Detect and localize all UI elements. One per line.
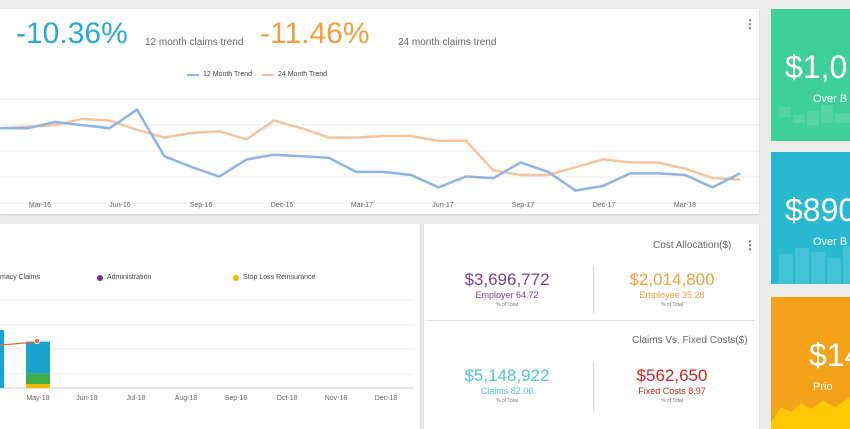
bar-x-tick-label: Nov-18 (325, 395, 348, 402)
series-24-month-line (0, 117, 741, 181)
fixed-value: $562,650 (636, 366, 708, 385)
legend-24-label: 24 Month Trend (278, 71, 328, 78)
kpi-employer: $3,696,772 Employer 64.72 % of Total (432, 270, 582, 308)
legend-12-label: 12 Month Trend (203, 71, 253, 78)
bar-x-tick-label: May-18 (26, 395, 49, 402)
monthly-bar-chart: May-18 Jun-18 Jul-18 Aug-18 Sep-18 Oct-18 Nov-… (0, 299, 414, 402)
kpi-claims: $5,148,922 Claims 82.06 % of Total (432, 366, 582, 404)
tile-2-sparkline (779, 246, 850, 284)
trend-x-tick-label: Jun-16 (109, 202, 131, 209)
kpi-fixed-costs: $562,650 Fixed Costs 8.97 % of Total (597, 366, 747, 404)
tile-1-label: Over B (813, 93, 848, 105)
cost-allocation-card: Cost Allocation($) ⋮ $3,696,772 Employer… (424, 224, 759, 429)
bar-x-tick-label: Oct-18 (276, 395, 297, 402)
tile-1-sparkline (779, 105, 850, 125)
employer-pct-of-total: % of Total (496, 302, 518, 308)
employer-value: $3,696,772 (464, 270, 550, 289)
kpi-employee: $2,014,800 Employee 35.28 % of Total (597, 270, 747, 308)
trend-x-tick-label: Mar-18 (674, 202, 696, 209)
claims-vs-fixed-title: Claims Vs. Fixed Costs($) (632, 335, 748, 346)
trend-x-tick-label: Jun-17 (432, 202, 454, 209)
legend-stop-loss-label: Stop Loss Reinsurance (243, 274, 316, 281)
employee-pct-of-total: % of Total (661, 302, 683, 308)
legend-stop-loss: Stop Loss Reinsurance (233, 274, 315, 281)
pct-12-month-label: 12 month claims trend (145, 37, 244, 48)
series-12-month-line (0, 107, 741, 192)
employee-value: $2,014,800 (629, 270, 715, 289)
legend-12-swatch (187, 73, 199, 76)
tile-over-budget-1[interactable]: $1,0 Over B (771, 9, 850, 141)
fixed-pct-of-total: % of Total (661, 398, 683, 404)
legend-administration: Administration (97, 274, 151, 281)
trend-overlay-point (34, 338, 40, 344)
claims-value: $5,148,922 (464, 366, 550, 385)
bar-x-tick-label: Aug-18 (175, 395, 198, 402)
trend-x-tick-label: Mar-17 (351, 202, 373, 209)
bar-x-tick-label: Jun-18 (76, 395, 98, 402)
tile-2-label: Over B (813, 236, 848, 248)
trend-x-tick-label: Sep-16 (190, 202, 213, 209)
claims-pct-of-total: % of Total (496, 398, 518, 404)
tile-priority[interactable]: $14 Prio (771, 297, 850, 429)
employer-label: Employer 64.72 (475, 290, 539, 300)
bar-x-tick-label: Dec-18 (375, 395, 398, 402)
tile-3-label: Prio (813, 381, 833, 393)
claims-trend-card: -10.36% 12 month claims trend -11.46% 24… (0, 9, 759, 214)
cost-allocation-title: Cost Allocation($) (653, 240, 732, 251)
legend-12-month: 12 Month Trend (187, 71, 252, 78)
tile-2-value: $890 (785, 192, 850, 228)
legend-stop-loss-dot (233, 274, 239, 281)
tile-over-budget-2[interactable]: $890 Over B (771, 152, 850, 284)
legend-24-month: 24 Month Trend (262, 71, 327, 78)
pct-24-month: -11.46% (260, 17, 370, 50)
legend-administration-dot (97, 274, 103, 281)
trend-x-tick-label: Dec-16 (271, 202, 294, 209)
claims-label: Claims 82.06 (480, 386, 534, 396)
legend-pharmacy-label: macy Claims (0, 274, 41, 281)
trend-x-tick-label: Mar-16 (29, 202, 51, 209)
tile-3-sparkline (771, 397, 850, 429)
trend-overlay-line (0, 341, 38, 346)
trend-menu-icon[interactable]: ⋮ (744, 17, 756, 31)
tile-3-value: $14 (809, 337, 850, 373)
bar-segment-partial[interactable] (0, 330, 4, 388)
bar-segment[interactable] (26, 373, 50, 384)
bar-segment[interactable] (26, 384, 50, 388)
pct-12-month: -10.36% (16, 17, 128, 50)
legend-pharmacy-claims: macy Claims (0, 274, 40, 281)
bar-x-tick-label: Jul-18 (126, 395, 145, 402)
bar-x-tick-label: Sep-18 (225, 395, 248, 402)
divider-vertical-bottom (593, 362, 594, 412)
trend-line-chart: Mar-16 Jun-16 Sep-16 Dec-16 Mar-17 Jun-17 Sep-… (0, 98, 759, 209)
employee-label: Employee 35.28 (639, 290, 705, 300)
legend-administration-label: Administration (107, 274, 152, 281)
pct-24-month-label: 24 month claims trend (398, 37, 497, 48)
trend-x-tick-label: Dec-17 (593, 202, 616, 209)
cost-menu-icon[interactable]: ⋮ (744, 238, 756, 252)
bar-segment[interactable] (26, 341, 50, 374)
fixed-label: Fixed Costs 8.97 (638, 386, 706, 396)
divider-horizontal (428, 320, 755, 321)
tile-1-value: $1,0 (785, 49, 848, 85)
trend-x-tick-label: Sep-17 (512, 202, 535, 209)
legend-24-swatch (262, 73, 274, 76)
monthly-costs-card: macy Claims Administration Stop Loss Rei… (0, 224, 420, 429)
divider-vertical-top (593, 266, 594, 314)
